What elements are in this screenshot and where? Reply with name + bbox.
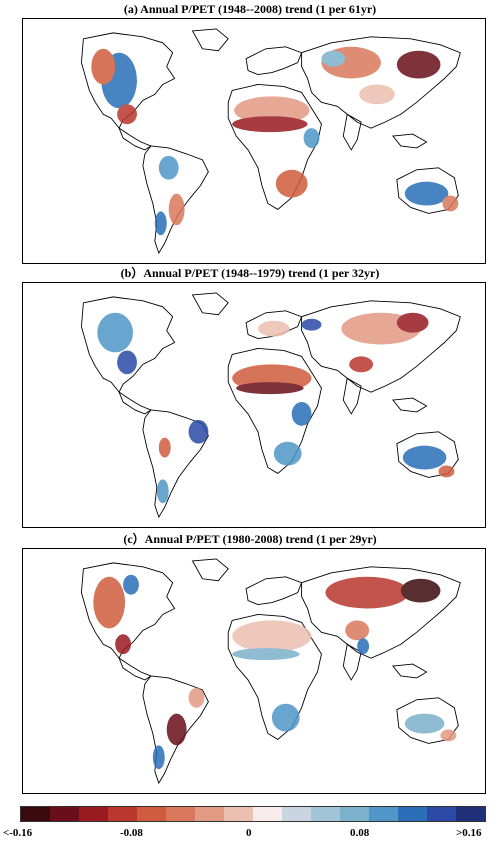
panel-a-title: (a) Annual P/PET (1948--2008) trend (1 p…: [123, 2, 377, 16]
colorbar-cell-5: [166, 807, 195, 821]
colorbar-label-neg: -0.08: [120, 827, 143, 839]
colorbar-cell-1: [50, 807, 79, 821]
panel-c-title: (c）Annual P/PET (1980-2008) trend (1 per…: [123, 532, 377, 546]
panel-b-title: (b）Annual P/PET (1948--1979) trend (1 pe…: [120, 266, 380, 280]
colorbar-cell-4: [137, 807, 166, 821]
colorbar-cell-7: [224, 807, 253, 821]
colorbar: [20, 806, 486, 822]
colorbar-cell-0: [21, 807, 50, 821]
panel-a-map: [22, 18, 486, 264]
colorbar-label-max: >0.16: [456, 827, 482, 839]
colorbar-label-min: <-0.16: [3, 827, 33, 839]
colorbar-cell-13: [398, 807, 427, 821]
colorbar-cell-3: [108, 807, 137, 821]
colorbar-label-pos: 0.08: [350, 827, 370, 839]
colorbar-cell-12: [369, 807, 398, 821]
panel-a-map-svg: [80, 28, 461, 255]
colorbar-cell-8: [253, 807, 282, 821]
panel-b-map: [22, 282, 486, 528]
colorbar-label-zero: 0: [246, 827, 252, 839]
colorbar-cell-11: [340, 807, 369, 821]
colorbar-cell-14: [427, 807, 456, 821]
panel-c-map: [22, 548, 486, 794]
colorbar-cell-2: [79, 807, 108, 821]
panel-c-map-svg: [80, 558, 461, 785]
colorbar-cell-15: [456, 807, 485, 821]
panel-b-map-svg: [80, 292, 461, 519]
colorbar-cell-10: [311, 807, 340, 821]
colorbar-cell-6: [195, 807, 224, 821]
colorbar-cell-9: [282, 807, 311, 821]
